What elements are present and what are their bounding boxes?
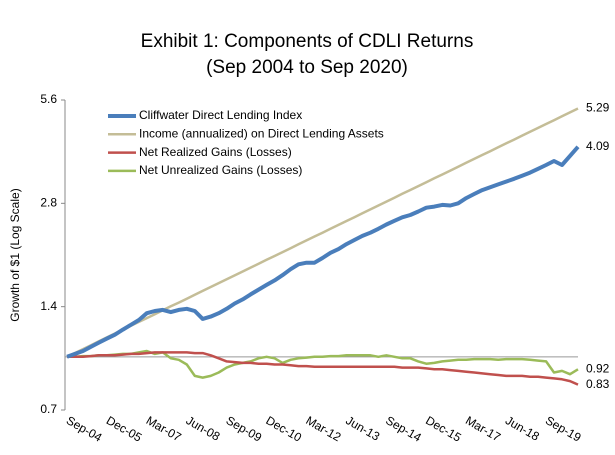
- x-tick-label: Dec-10: [264, 413, 305, 445]
- x-tick-label: Sep-04: [64, 413, 105, 445]
- x-tick-label: Mar-07: [144, 413, 184, 444]
- end-label: 0.92: [586, 361, 610, 375]
- y-tick-label: 1.4: [40, 299, 57, 313]
- x-tick-label: Sep-19: [543, 413, 584, 445]
- legend-label: Cliffwater Direct Lending Index: [139, 108, 302, 122]
- x-tick-label: Mar-12: [303, 413, 343, 444]
- x-tick-label: Dec-05: [104, 413, 145, 445]
- series-line: [67, 349, 579, 379]
- end-label: 4.09: [586, 139, 610, 153]
- x-tick-label: Jun-08: [184, 413, 223, 444]
- legend-label: Income (annualized) on Direct Lending As…: [139, 126, 384, 140]
- series-line: [67, 351, 579, 386]
- end-label: 0.83: [586, 377, 610, 391]
- x-tick-label: Jun-13: [343, 413, 382, 444]
- x-tick-label: Jun-18: [503, 413, 542, 444]
- y-axis-label: Growth of $1 (Log Scale): [8, 188, 22, 321]
- series-line: [66, 107, 579, 358]
- y-tick-label: 5.6: [40, 92, 57, 106]
- legend-label: Net Unrealized Gains (Losses): [139, 163, 302, 177]
- end-label: 5.29: [586, 101, 610, 115]
- x-tick-label: Mar-17: [463, 413, 503, 444]
- y-tick-label: 2.8: [40, 196, 57, 210]
- chart-title: Exhibit 1: Components of CDLI Returns: [141, 31, 474, 52]
- chart-subtitle: (Sep 2004 to Sep 2020): [206, 57, 408, 78]
- series-line: [66, 145, 580, 359]
- x-tick-label: Sep-09: [224, 413, 265, 445]
- y-tick-label: 0.7: [40, 402, 57, 416]
- x-tick-label: Sep-14: [383, 413, 424, 445]
- x-tick-label: Dec-15: [423, 413, 464, 445]
- legend-label: Net Realized Gains (Losses): [139, 145, 292, 159]
